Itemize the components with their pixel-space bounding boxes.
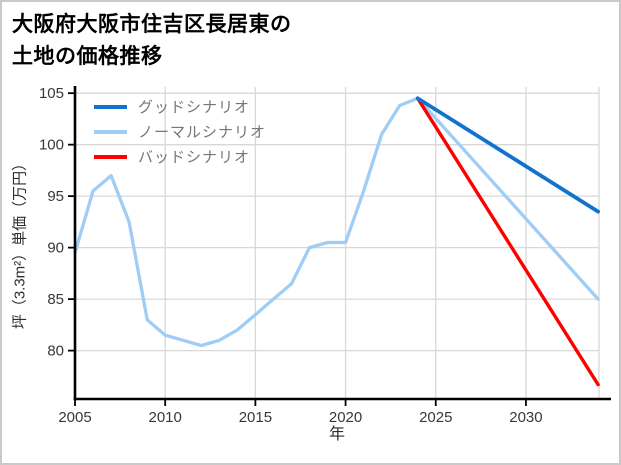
legend-swatch-normal-scenario [94,129,127,134]
x-tick-label: 2020 [329,409,362,426]
legend-item-normal-scenario: ノーマルシナリオ [94,119,266,144]
y-tick-label: 90 [47,240,64,257]
y-tick-label: 105 [39,85,64,102]
x-tick-label: 2005 [58,409,91,426]
x-tick-label: 2025 [419,409,452,426]
series-line-good-scenario [415,96,600,214]
legend-swatch-good-scenario [94,104,127,109]
y-tick-label: 100 [39,137,64,154]
legend-item-good-scenario: グッドシナリオ [94,94,266,119]
y-tick-label: 85 [47,291,64,308]
legend-swatch-bad-scenario [94,154,127,159]
legend-label-good-scenario: グッドシナリオ [138,99,251,116]
y-tick-label: 95 [47,188,64,205]
x-tick-label: 2030 [509,409,542,426]
series-line-normal-scenario [73,96,600,348]
chart-title: 大阪府大阪市住吉区長居東の 土地の価格推移 [12,13,292,68]
x-tick-label: 2015 [239,409,272,426]
series-line-bad-scenario [416,96,600,387]
x-axis-label: 年 [328,426,345,443]
legend: グッドシナリオ ノーマルシナリオ バッドシナリオ [94,94,266,169]
x-tick-label: 2010 [149,409,182,426]
legend-label-bad-scenario: バッドシナリオ [138,149,251,166]
y-axis-label: 坪（3.3m²）単価（万円） [11,155,29,330]
legend-item-bad-scenario: バッドシナリオ [94,144,266,169]
legend-label-normal-scenario: ノーマルシナリオ [138,124,267,141]
y-tick-label: 80 [47,343,64,360]
